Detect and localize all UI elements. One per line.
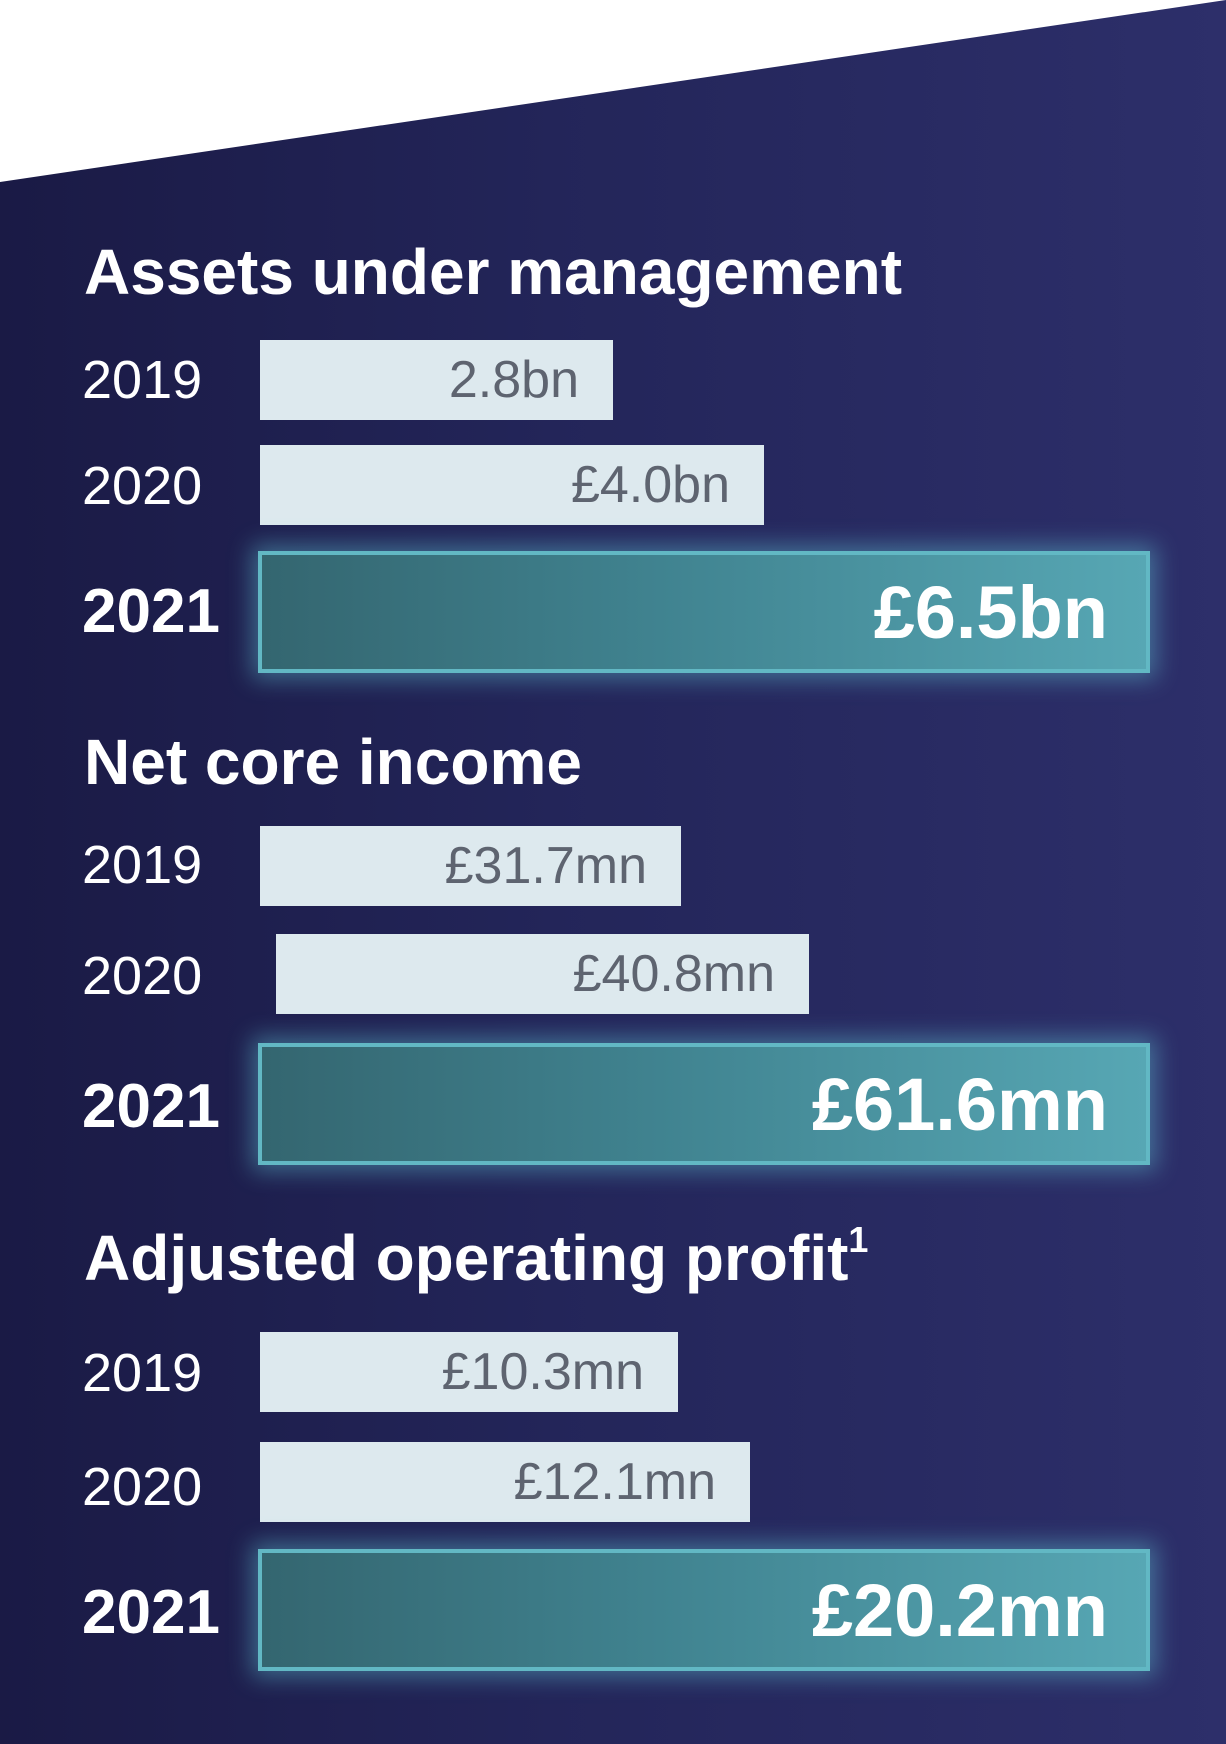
bar-value-label: £61.6mn xyxy=(811,1062,1108,1146)
year-label-aum-2020: 2020 xyxy=(82,456,203,516)
bar-value-label: £12.1mn xyxy=(513,1453,716,1511)
bar-nci-2021: £61.6mn xyxy=(258,1043,1150,1165)
bar-aum-2019: 2.8bn xyxy=(260,340,613,420)
bar-value-label: £40.8mn xyxy=(572,945,775,1003)
bar-aum-2020: £4.0bn xyxy=(260,445,764,525)
year-label-nci-2019: 2019 xyxy=(82,835,203,895)
bar-aop-2019: £10.3mn xyxy=(260,1332,678,1412)
year-label-aop-2020: 2020 xyxy=(82,1457,203,1517)
bar-nci-2020: £40.8mn xyxy=(276,934,809,1014)
chart-title-adjusted-operating-profit: Adjusted operating profit1 xyxy=(84,1219,869,1294)
year-label-aop-2021: 2021 xyxy=(82,1578,220,1647)
year-label-nci-2020: 2020 xyxy=(82,946,203,1006)
bar-nci-2019: £31.7mn xyxy=(260,826,681,906)
year-label-aum-2019: 2019 xyxy=(82,350,203,410)
bar-value-label: £20.2mn xyxy=(811,1568,1108,1652)
bar-value-label: £6.5bn xyxy=(873,570,1108,654)
footnote-marker: 1 xyxy=(848,1219,869,1260)
chart-title-aum: Assets under management xyxy=(84,236,903,308)
year-label-aum-2021: 2021 xyxy=(82,577,220,646)
bar-value-label: £31.7mn xyxy=(444,837,647,895)
bar-value-label: £10.3mn xyxy=(441,1343,644,1401)
bar-aop-2021: £20.2mn xyxy=(258,1549,1150,1671)
year-label-nci-2021: 2021 xyxy=(82,1072,220,1141)
bar-value-label: £4.0bn xyxy=(570,456,730,514)
bar-value-label: 2.8bn xyxy=(448,351,579,409)
bar-aop-2020: £12.1mn xyxy=(260,1442,750,1522)
bar-aum-2021: £6.5bn xyxy=(258,551,1150,673)
year-label-aop-2019: 2019 xyxy=(82,1343,203,1403)
chart-title-net-core-income: Net core income xyxy=(84,726,582,798)
